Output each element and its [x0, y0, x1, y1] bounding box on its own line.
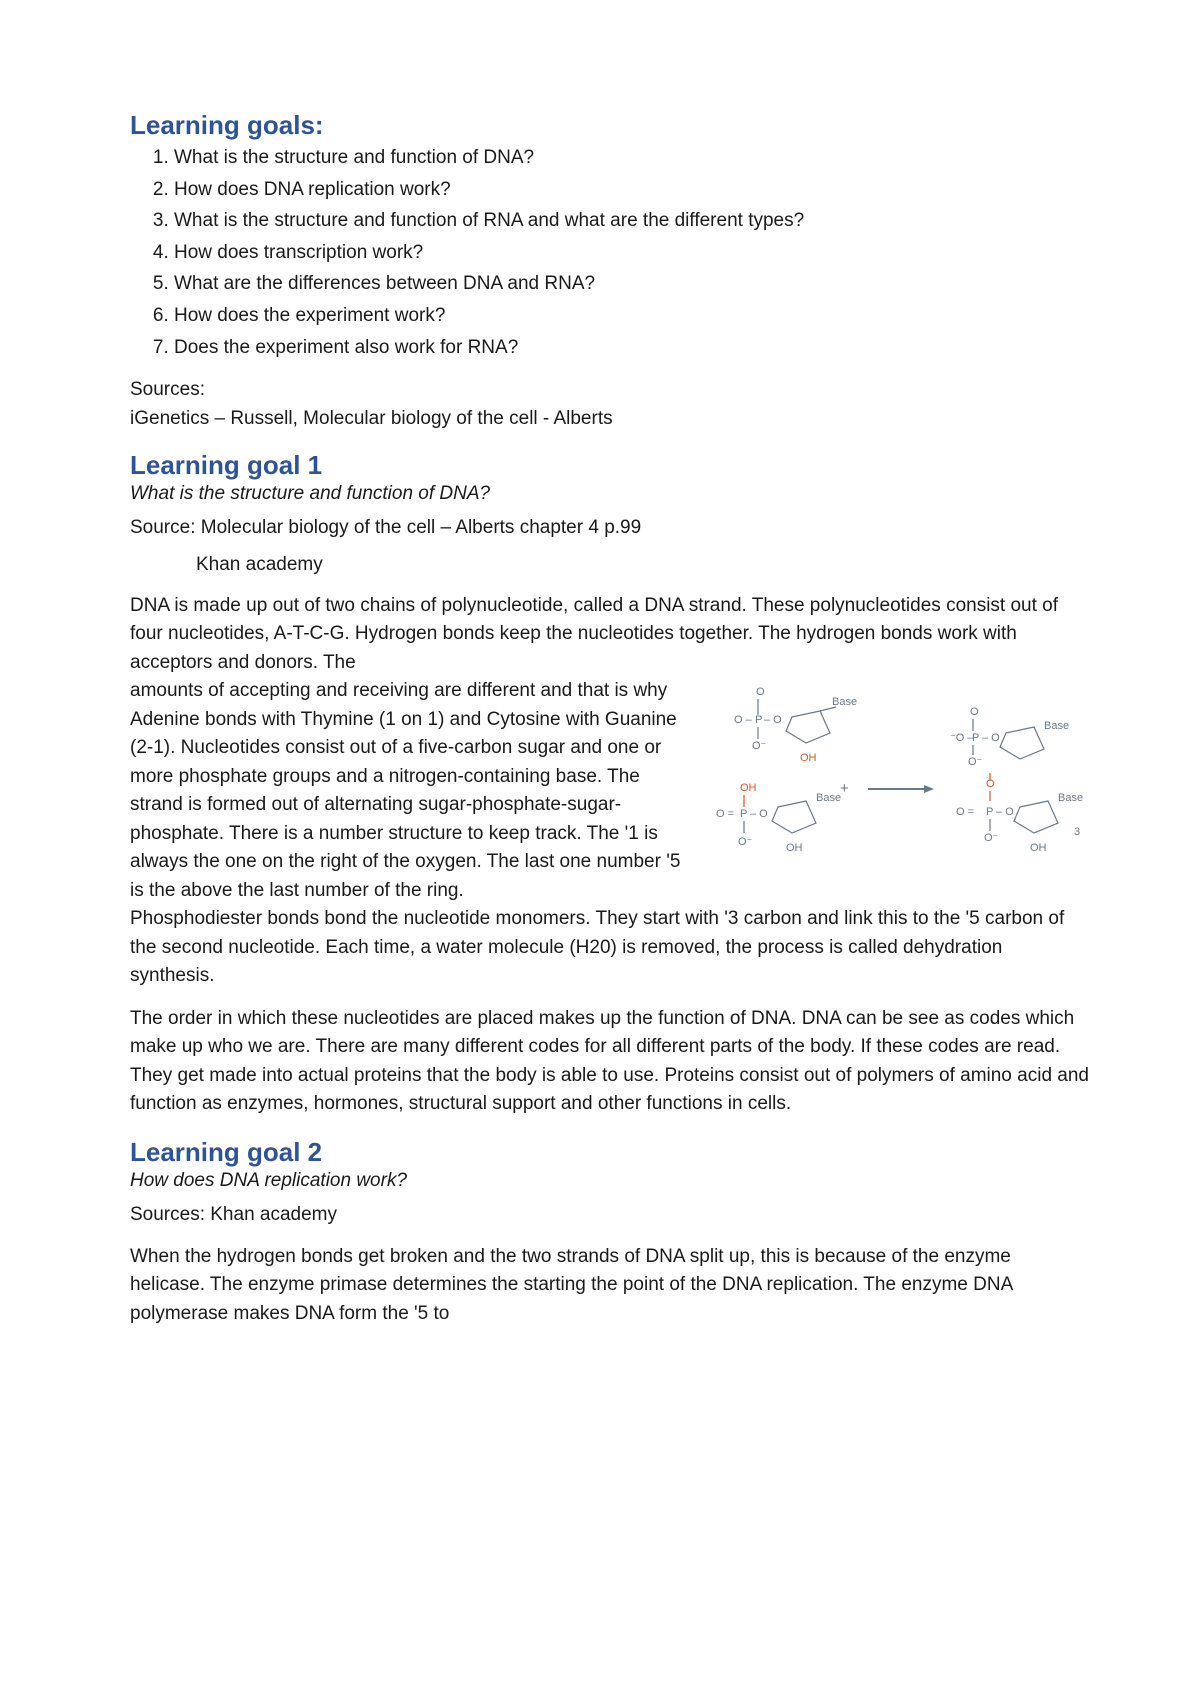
svg-text:– O: – O [996, 806, 1014, 818]
goal-item: How does the experiment work? [174, 303, 1090, 330]
fig-label-p3: P [972, 732, 979, 744]
goal1-paragraph-2: The order in which these nucleotides are… [130, 1005, 1090, 1119]
document-page: Learning goals: What is the structure an… [0, 0, 1200, 1698]
goal1-source-line-2: Khan academy [196, 554, 1090, 576]
nucleotide-svg: O O – P – O O⁻ Base OH + OH O = P – O [700, 681, 1090, 891]
svg-text:– O: – O [764, 714, 782, 726]
goal-item: What is the structure and function of RN… [174, 208, 1090, 235]
svg-text:O =: O = [956, 806, 974, 818]
goal-item: How does DNA replication work? [174, 177, 1090, 204]
fig-label-oh-red2: OH [740, 782, 757, 794]
svg-text:O: O [970, 706, 979, 718]
goal-item: What are the differences between DNA and… [174, 271, 1090, 298]
learning-goals-list: What is the structure and function of DN… [130, 145, 1090, 361]
goal2-subtitle: How does DNA replication work? [130, 1170, 1090, 1192]
goal-item: What is the structure and function of DN… [174, 145, 1090, 172]
goal-item: How does transcription work? [174, 240, 1090, 267]
goal2-paragraph: When the hydrogen bonds get broken and t… [130, 1243, 1090, 1329]
goal1-source-line: Source: Molecular biology of the cell – … [130, 515, 1090, 542]
goal1-heading: Learning goal 1 [130, 450, 1090, 481]
sources-label: Sources: [130, 377, 1090, 404]
fig-label-ominus2: O⁻ [738, 836, 753, 848]
svg-text:O –: O – [734, 714, 753, 726]
fig-label-ominus3: O⁻ [968, 756, 983, 768]
svg-text:⁻O –: ⁻O – [950, 732, 974, 744]
fig-label-p2: P [740, 808, 747, 820]
fig-label-oh-red: OH [800, 752, 817, 764]
goal-item: Does the experiment also work for RNA? [174, 335, 1090, 362]
goal2-heading: Learning goal 2 [130, 1137, 1090, 1168]
sources-text: iGenetics – Russell, Molecular biology o… [130, 406, 1090, 433]
fig-label-oh2: OH [1030, 842, 1047, 854]
goal1-wrap-block: O O – P – O O⁻ Base OH + OH O = P – O [130, 677, 1090, 991]
goal1-intro-paragraph: DNA is made up out of two chains of poly… [130, 592, 1090, 678]
nucleotide-figure: O O – P – O O⁻ Base OH + OH O = P – O [700, 681, 1090, 891]
fig-label-base4: Base [1058, 792, 1083, 804]
fig-label-o: O [756, 686, 765, 698]
fig-label-oh: OH [786, 842, 803, 854]
fig-label-ominus4: O⁻ [984, 832, 999, 844]
goal1-subtitle: What is the structure and function of DN… [130, 483, 1090, 505]
fig-label-base3: Base [1044, 720, 1069, 732]
svg-text:O =: O = [716, 808, 734, 820]
fig-label-p: P [755, 714, 762, 726]
goal2-source-line: Sources: Khan academy [130, 1202, 1090, 1229]
goal1-after-fig-text: Phosphodiester bonds bond the nucleotide… [130, 908, 1064, 986]
svg-text:3: 3 [1074, 826, 1080, 838]
fig-plus: + [840, 780, 849, 797]
svg-text:– O: – O [982, 732, 1000, 744]
fig-label-p4: P [986, 806, 993, 818]
svg-text:– O: – O [750, 808, 768, 820]
fig-label-base2: Base [816, 792, 841, 804]
fig-label-ominus: O⁻ [752, 740, 767, 752]
goal1-wrap-text: amounts of accepting and receiving are d… [130, 680, 680, 901]
fig-label-base: Base [832, 696, 857, 708]
learning-goals-heading: Learning goals: [130, 110, 1090, 141]
